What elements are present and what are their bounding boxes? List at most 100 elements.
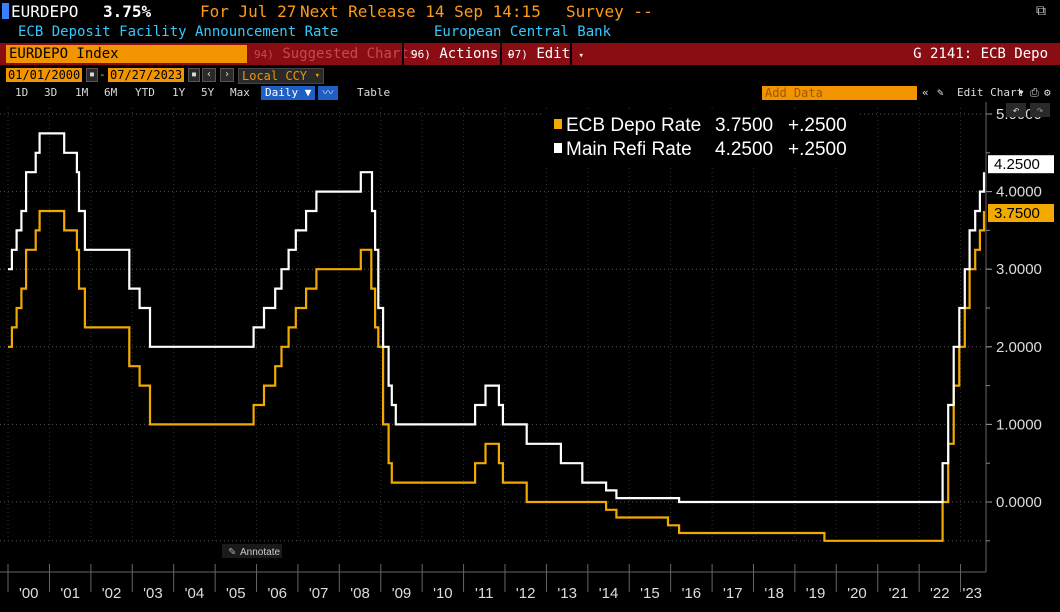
- x-tick-label: '23: [962, 585, 982, 602]
- security-description: ECB Deposit Facility Announcement Rate: [18, 24, 339, 40]
- add-data-input[interactable]: Add Data: [762, 86, 917, 100]
- legend-value-depo: 3.7500: [715, 115, 773, 136]
- range-6m-button[interactable]: 6M: [104, 86, 118, 99]
- description-row: ECB Deposit Facility Announcement Rate E…: [0, 22, 1060, 42]
- suggested-charts-label: Suggested Charts: [282, 46, 418, 62]
- legend-value-refi: 4.2500: [715, 139, 773, 160]
- line-chart-icon[interactable]: 〰: [318, 86, 338, 100]
- x-tick-label: '06: [267, 585, 287, 602]
- x-tick-label: '11: [475, 585, 493, 602]
- rate-chart: '00 '01 '02 '03 '04 '05 '06 '07 '08 '09 '10 '11 '12 '…: [0, 102, 1054, 602]
- last-value-labels: 4.2500 3.7500: [988, 155, 1054, 222]
- chevron-down-icon[interactable]: ▾: [1018, 86, 1025, 99]
- range-5y-button[interactable]: 5Y: [201, 86, 215, 99]
- source-name: European Central Bank: [434, 24, 612, 40]
- legend-change-depo: +.2500: [788, 115, 847, 136]
- for-date: For Jul 27: [200, 2, 297, 21]
- range-1m-button[interactable]: 1M: [75, 86, 89, 99]
- x-tick-label: '22: [930, 585, 950, 602]
- date-dash: -: [99, 68, 106, 81]
- frequency-select[interactable]: Daily ▼: [261, 86, 316, 100]
- series-layer: [8, 132, 986, 542]
- x-tick-label: '16: [682, 585, 702, 602]
- next-release: Next Release 14 Sep 14:15: [300, 2, 541, 21]
- actions-label: Actions: [439, 46, 499, 62]
- x-tick-label: '02: [102, 585, 122, 602]
- last-value-refi: 4.2500: [994, 156, 1040, 173]
- current-value: 3.75%: [103, 2, 152, 21]
- range-1y-button[interactable]: 1Y: [172, 86, 186, 99]
- x-tick-label: '13: [557, 585, 577, 602]
- toolbar-separator: [500, 43, 502, 65]
- x-tick-label: '05: [226, 585, 246, 602]
- chevron-left-icon[interactable]: ‹: [202, 68, 216, 82]
- edit-chart-button[interactable]: Edit Chart: [957, 86, 1024, 99]
- legend-box: [542, 111, 858, 165]
- annotate-button[interactable]: ✎ Annotate: [222, 544, 282, 558]
- series-line-refi: [8, 132, 986, 504]
- annotate-bg: [222, 544, 282, 558]
- pencil-icon: ✎: [228, 547, 236, 558]
- x-tick-label: '00: [19, 585, 39, 602]
- edit-menu[interactable]: 97) Edit ▾: [504, 45, 588, 63]
- undo-icon[interactable]: ↶: [1006, 103, 1026, 117]
- suggested-charts-menu[interactable]: 94) Suggested Charts: [250, 45, 421, 63]
- series-line-depo: [8, 209, 986, 542]
- last-value-depo: 3.7500: [994, 205, 1040, 222]
- currency-label: Local CCY: [242, 69, 308, 83]
- calendar-icon[interactable]: ▪: [188, 68, 200, 82]
- x-tick-label: '04: [185, 585, 205, 602]
- toolbar-separator: [570, 43, 572, 65]
- legend-swatch-depo: [554, 119, 562, 129]
- x-tick-label: '18: [764, 585, 784, 602]
- index-name-field[interactable]: EURDEPO Index: [6, 45, 247, 63]
- legend-swatch-refi: [554, 143, 562, 153]
- actions-menu[interactable]: 96) Actions ▾: [407, 45, 516, 63]
- chevron-right-icon[interactable]: ›: [220, 68, 234, 82]
- redo-icon[interactable]: ↷: [1030, 103, 1050, 117]
- range-ytd-button[interactable]: YTD: [135, 86, 155, 99]
- suggested-charts-number: 94): [254, 48, 274, 61]
- x-tick-label: '12: [516, 585, 536, 602]
- edit-chevron-icon: ▾: [578, 51, 584, 61]
- range-1d-button[interactable]: 1D: [15, 86, 29, 99]
- currency-select[interactable]: Local CCY ▾: [238, 68, 324, 84]
- y-tick-label: 3.0000: [996, 261, 1042, 278]
- annotate-label: Annotate: [240, 547, 280, 558]
- x-tick-label: '19: [806, 585, 826, 602]
- grid-lines: [0, 108, 984, 542]
- collapse-icon[interactable]: «: [922, 86, 929, 99]
- x-tick-label: '20: [847, 585, 867, 602]
- date-controls: 01/01/2000 ▪ - 07/27/2023 ▪ ‹ › Local CC…: [0, 66, 1060, 84]
- x-tick-label: '10: [433, 585, 453, 602]
- table-button[interactable]: Table: [357, 86, 391, 99]
- end-date-input[interactable]: 07/27/2023: [108, 68, 185, 82]
- legend-name-depo: ECB Depo Rate: [566, 115, 701, 136]
- legend-name-refi: Main Refi Rate: [566, 139, 692, 160]
- range-max-button[interactable]: Max: [230, 86, 250, 99]
- legend: ECB Depo Rate 3.7500 +.2500 Main Refi Ra…: [542, 111, 858, 165]
- edit-label: Edit: [536, 46, 571, 62]
- chevron-down-icon: ▾: [314, 71, 320, 81]
- x-tick-label: '09: [392, 585, 412, 602]
- popout-icon[interactable]: ⧉: [1036, 3, 1046, 19]
- y-tick-label: 2.0000: [996, 339, 1042, 356]
- calendar-icon[interactable]: ▪: [86, 68, 98, 82]
- x-tick-label: '17: [723, 585, 743, 602]
- actions-chevron-icon: ▾: [506, 51, 513, 61]
- x-tick-label: '03: [143, 585, 163, 602]
- start-date-input[interactable]: 01/01/2000: [6, 68, 83, 82]
- page-id: G 2141: ECB Depo: [913, 46, 1048, 62]
- range-3d-button[interactable]: 3D: [44, 86, 58, 99]
- x-tick-label: '21: [889, 585, 909, 602]
- ticker-symbol: EURDEPO: [11, 2, 79, 21]
- settings-icon[interactable]: ⚙: [1044, 86, 1051, 99]
- x-tick-label: '07: [309, 585, 329, 602]
- main-toolbar: EURDEPO Index 94) Suggested Charts 96) A…: [0, 43, 1060, 65]
- x-tick-label: '08: [350, 585, 370, 602]
- pencil-icon: ✎: [937, 86, 944, 99]
- print-icon[interactable]: ⎙: [1030, 86, 1039, 99]
- toolbar-separator: [402, 43, 404, 65]
- y-tick-label: 1.0000: [996, 416, 1042, 433]
